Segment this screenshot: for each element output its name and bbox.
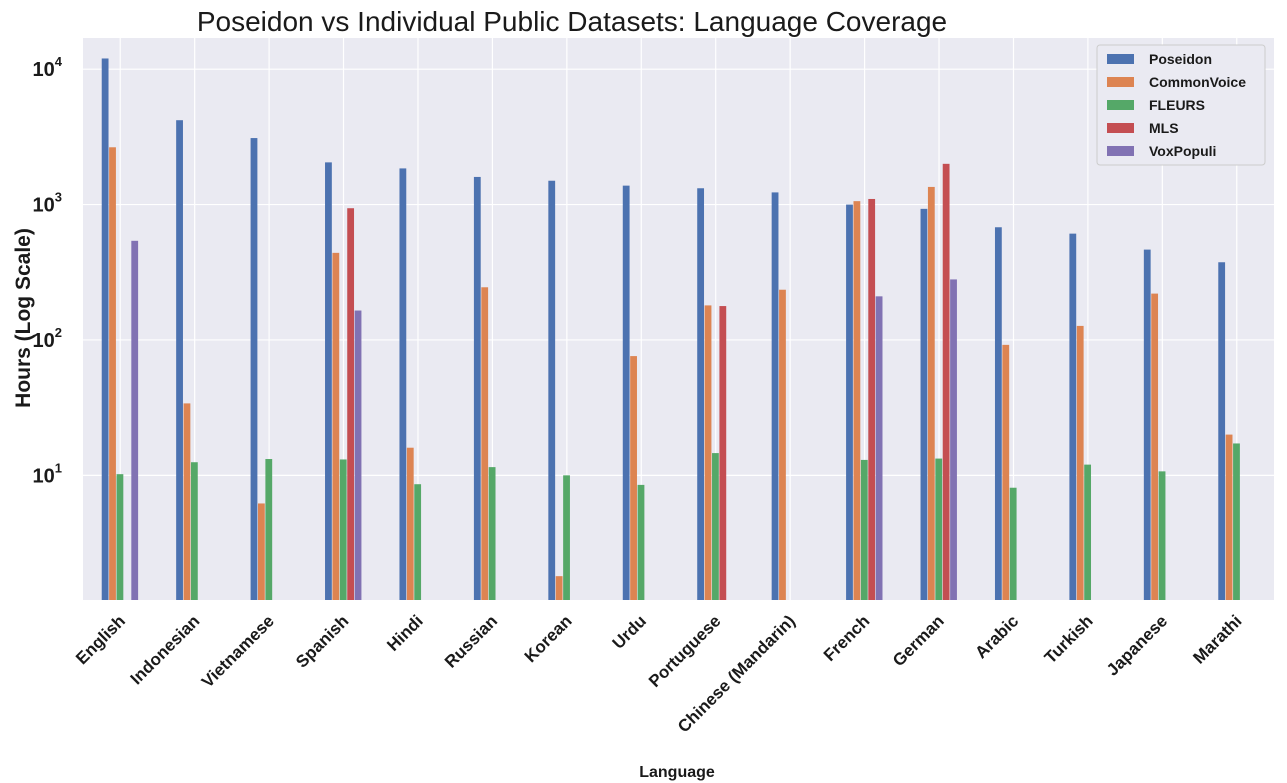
bars [101,58,1240,601]
bar-fleurs-urdu [637,484,645,600]
bar-voxpopuli-english [131,240,139,600]
bar-voxpopuli-spanish [354,310,362,600]
bar-commonvoice-english [109,147,116,600]
bar-fleurs-russian [488,467,496,600]
bar-commonvoice-vietnamese [257,503,265,600]
bar-poseidon-korean [548,180,556,601]
bar-commonvoice-arabic [1002,344,1010,600]
bar-commonvoice-russian [481,287,489,600]
x-axis-title: Language [639,764,715,781]
bar-poseidon-indonesian [176,120,183,600]
bar-fleurs-korean [563,475,570,600]
bar-mls-spanish [347,208,355,600]
bar-commonvoice-japanese [1151,293,1159,600]
bar-commonvoice-urdu [630,356,637,600]
bar-fleurs-english [116,474,124,600]
legend: Poseidon CommonVoice FLEURS MLS VoxPopuli [1096,44,1266,166]
bar-fleurs-indonesian [190,462,198,600]
y-tick-exponent: 4 [55,54,63,69]
bar-poseidon-german [920,208,928,600]
bar-commonvoice-marathi [1225,434,1233,600]
bar-poseidon-english [101,58,109,601]
legend-label-commonvoice: CommonVoice [1149,74,1246,90]
bar-poseidon-french [846,204,853,600]
bar-poseidon-urdu [622,185,630,600]
bar-voxpopuli-french [875,296,883,600]
bar-fleurs-french [860,459,868,600]
bar-mls-german [942,163,950,600]
bar-commonvoice-spanish [332,252,340,600]
bar-poseidon-arabic [994,227,1002,600]
bar-mls-french [868,198,876,600]
bar-mls-portuguese [719,306,727,600]
bar-commonvoice-chinese-mandarin [779,289,786,600]
bar-commonvoice-german [927,186,935,600]
bar-fleurs-turkish [1084,464,1092,600]
chart-title: Poseidon vs Individual Public Datasets: … [197,6,947,37]
bar-fleurs-japanese [1158,471,1166,600]
legend-label-voxpopuli: VoxPopuli [1149,143,1216,159]
bar-fleurs-spanish [339,459,347,600]
bar-voxpopuli-german [950,279,957,600]
y-tick-exponent: 2 [55,325,62,340]
legend-swatch-voxpopuli [1107,146,1134,156]
bar-commonvoice-turkish [1076,325,1084,600]
bar-poseidon-japanese [1143,249,1151,600]
legend-swatch-commonvoice [1107,77,1134,87]
bar-poseidon-chinese-mandarin [771,192,779,600]
bar-poseidon-russian [473,176,481,600]
bar-poseidon-hindi [399,168,407,600]
bar-fleurs-arabic [1009,487,1017,600]
bar-fleurs-german [935,458,943,600]
bar-poseidon-marathi [1218,262,1226,600]
legend-swatch-mls [1107,123,1134,133]
y-tick-exponent: 1 [55,460,62,475]
bar-fleurs-marathi [1233,443,1240,600]
bar-fleurs-hindi [414,484,422,600]
bar-commonvoice-french [853,201,861,600]
bar-commonvoice-hindi [406,447,414,600]
legend-label-mls: MLS [1149,120,1179,136]
bar-poseidon-turkish [1069,233,1077,600]
bar-commonvoice-indonesian [183,403,191,600]
y-axis-title: Hours (Log Scale) [12,228,35,408]
legend-swatch-poseidon [1107,54,1134,64]
y-tick-label: 101 [33,460,62,487]
bar-commonvoice-portuguese [704,305,712,600]
legend-label-fleurs: FLEURS [1149,97,1205,113]
bar-fleurs-portuguese [712,453,719,600]
bar-poseidon-portuguese [697,188,705,600]
y-tick-exponent: 3 [55,190,62,205]
bar-poseidon-vietnamese [250,138,258,600]
legend-label-poseidon: Poseidon [1149,51,1212,67]
legend-box [1096,44,1266,166]
legend-swatch-fleurs [1107,100,1134,110]
bar-commonvoice-korean [555,576,563,600]
bar-poseidon-spanish [325,162,332,600]
bar-fleurs-vietnamese [265,459,273,600]
